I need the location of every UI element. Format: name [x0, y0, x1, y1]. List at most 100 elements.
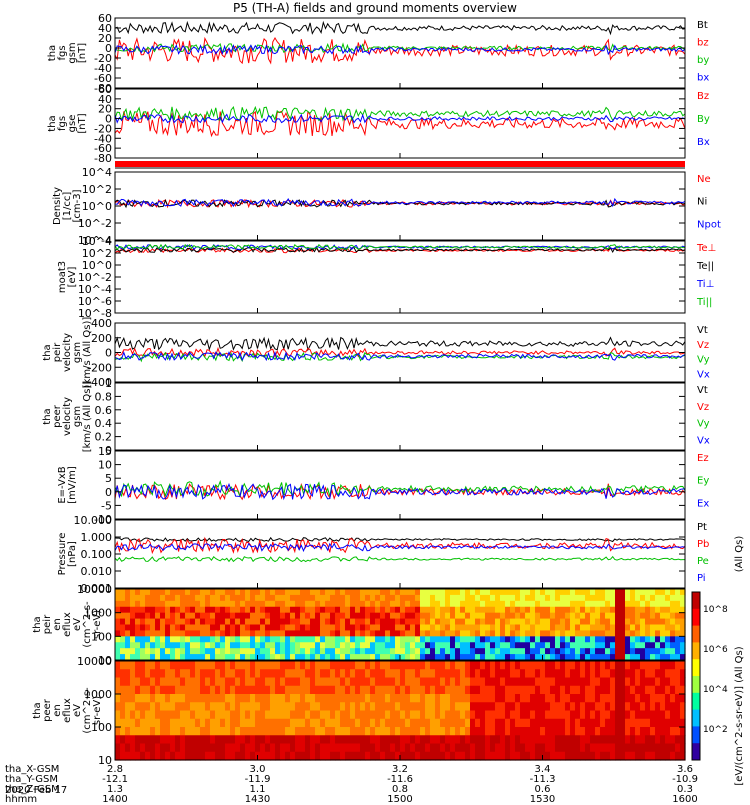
spectrogram-cell [330, 669, 336, 679]
spectrogram-cell [140, 642, 146, 649]
spectrogram-cell [155, 654, 161, 661]
spectrogram-cell [560, 648, 566, 655]
spectrogram-cell [650, 685, 656, 695]
spectrogram-cell [395, 718, 401, 728]
spectrogram-cell [570, 589, 576, 596]
spectrogram-cell [580, 727, 586, 736]
spectrogram-cell [175, 743, 181, 753]
spectrogram-cell [125, 594, 131, 602]
spectrogram-cell [245, 630, 251, 637]
spectrogram-cell [295, 642, 301, 649]
spectrogram-cell [590, 642, 596, 649]
spectrogram-cell [320, 606, 326, 614]
spectrogram-cell [230, 751, 236, 761]
spectrogram-cell [645, 636, 651, 643]
spectrogram-cell [270, 594, 276, 602]
spectrogram-cell [545, 727, 551, 736]
spectrogram-cell [170, 589, 176, 596]
spectrogram-cell [535, 743, 541, 753]
spectrogram-cell [345, 694, 351, 703]
spectrogram-cell [335, 612, 341, 620]
spectrogram-cell [205, 589, 211, 596]
spectrogram-cell [465, 727, 471, 736]
spectrogram-cell [470, 685, 476, 695]
series-line-Vt [114, 336, 686, 352]
spectrogram-cell [655, 735, 661, 745]
spectrogram-cell [285, 677, 291, 687]
spectrogram-cell [305, 594, 311, 602]
spectrogram-cell [125, 648, 131, 655]
spectrogram-cell [535, 594, 541, 602]
spectrogram-cell [200, 727, 206, 736]
spectrogram-cell [680, 594, 686, 602]
spectrogram-cell [630, 718, 636, 728]
spectrogram-cell [290, 606, 296, 614]
spectrogram-cell [455, 624, 461, 632]
spectrogram-cell [115, 654, 121, 661]
spectrogram-cell [595, 727, 601, 736]
spectrogram-cell [435, 718, 441, 728]
spectrogram-cell [335, 677, 341, 687]
spectrogram-cell [275, 636, 281, 643]
spectrogram-cell [320, 661, 326, 670]
spectrogram-cell [570, 612, 576, 620]
spectrogram-cell [205, 594, 211, 602]
spectrogram-cell [440, 630, 446, 637]
spectrogram-cell [210, 751, 216, 761]
spectrogram-cell [495, 743, 501, 753]
spectrogram-cell [415, 624, 421, 632]
spectrogram-cell [460, 702, 466, 712]
spectrogram-cell [515, 694, 521, 703]
spectrogram-cell [480, 710, 486, 720]
spectrogram-cell [390, 642, 396, 649]
spectrogram-cell [520, 710, 526, 720]
spectrogram-cell [405, 702, 411, 712]
spectrogram-cell [360, 743, 366, 753]
spectrogram-cell [680, 718, 686, 728]
spectrogram-cell [600, 735, 606, 745]
spectrogram-cell [230, 702, 236, 712]
spectrogram-cell [390, 589, 396, 596]
spectrogram-cell [195, 669, 201, 679]
spectrogram-cell [480, 654, 486, 661]
spectrogram-cell [665, 677, 671, 687]
y-axis-label: tha [47, 115, 58, 131]
spectrogram-cell [330, 636, 336, 643]
spectrogram-cell [615, 618, 621, 626]
spectrogram-cell [620, 654, 626, 661]
ephemeris-value: -10.9 [672, 774, 698, 785]
spectrogram-cell [675, 751, 681, 761]
spectrogram-cell [595, 630, 601, 637]
spectrogram-cell [350, 636, 356, 643]
spectrogram-cell [625, 718, 631, 728]
y-tick-label: 1000 [84, 607, 112, 620]
spectrogram-cell [355, 648, 361, 655]
y-tick-label: -40 [94, 62, 112, 75]
spectrogram-cell [390, 710, 396, 720]
spectrogram-cell [190, 624, 196, 632]
spectrogram-cell [230, 661, 236, 670]
spectrogram-cell [365, 618, 371, 626]
spectrogram-cell [640, 630, 646, 637]
spectrogram-cell [665, 618, 671, 626]
spectrogram-cell [180, 594, 186, 602]
spectrogram-cell [635, 743, 641, 753]
spectrogram-cell [245, 612, 251, 620]
spectrogram-cell [365, 751, 371, 761]
spectrogram-cell [285, 743, 291, 753]
spectrogram-cell [415, 677, 421, 687]
spectrogram-cell [240, 612, 246, 620]
spectrogram-cell [590, 600, 596, 608]
spectrogram-cell [325, 727, 331, 736]
spectrogram-cell [605, 642, 611, 649]
spectrogram-cell [470, 727, 476, 736]
spectrogram-cell [190, 600, 196, 608]
spectrogram-cell [335, 636, 341, 643]
spectrogram-cell [445, 642, 451, 649]
spectrogram-cell [165, 648, 171, 655]
spectrogram-cell [145, 636, 151, 643]
spectrogram-cell [355, 735, 361, 745]
spectrogram-cell [335, 661, 341, 670]
spectrogram-cell [470, 624, 476, 632]
spectrogram-cell [545, 589, 551, 596]
